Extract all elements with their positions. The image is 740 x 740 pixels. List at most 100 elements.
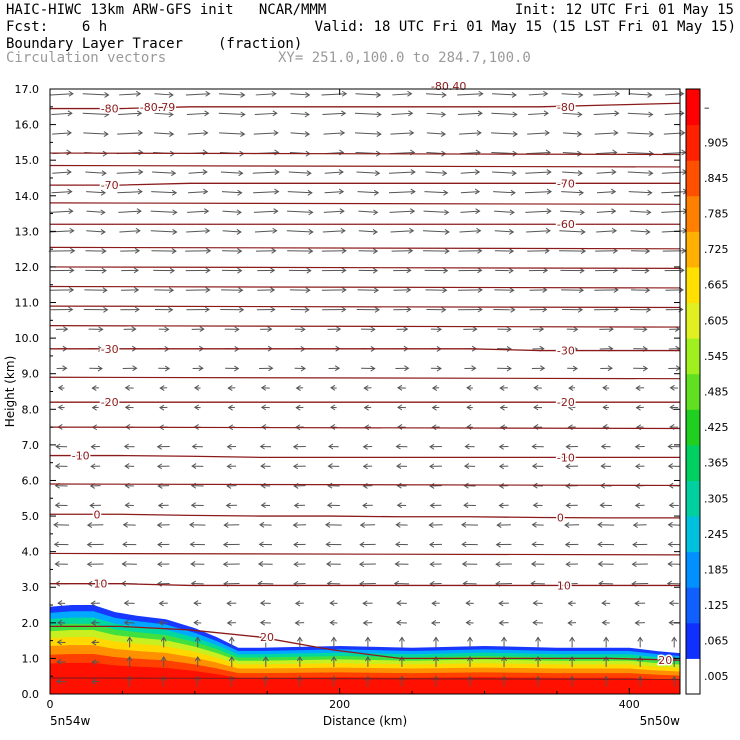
vector-arrow-297 (466, 384, 473, 391)
vector-arrow-588 (665, 90, 685, 97)
vector-arrow-50 (467, 636, 473, 648)
vector-arrow-117 (157, 561, 170, 568)
vector-arrow-212 (156, 463, 170, 470)
vector-arrow-387 (289, 287, 311, 294)
vector-arrow-565 (528, 110, 549, 117)
vector-arrow-43 (228, 636, 235, 648)
vector-arrow-389 (357, 287, 380, 294)
vector-arrow-286 (91, 385, 99, 392)
vector-arrow-292 (295, 385, 304, 392)
vector-arrow-496 (116, 169, 144, 175)
vector-arrow-560 (354, 111, 382, 118)
colorbar-swatch-8 (686, 373, 700, 410)
vector-arrow-431 (494, 248, 515, 254)
vector-arrow-300 (568, 385, 576, 392)
x-tick-label: 200 (329, 698, 350, 711)
vector-arrow-490 (561, 189, 584, 196)
vector-arrow-369 (322, 306, 347, 313)
vector-arrow-409 (393, 267, 412, 274)
vector-arrow-577 (290, 92, 311, 98)
contour-line-2 (49, 483, 681, 487)
contour-line-9 (49, 246, 681, 250)
vector-title: Circulation vectors (6, 50, 167, 66)
vector-arrow-260 (499, 424, 508, 431)
vector-arrow-45 (296, 636, 303, 648)
vector-arrow-512 (661, 169, 688, 175)
vector-arrow-401 (121, 267, 140, 274)
vector-arrow-76 (57, 600, 66, 607)
vector-arrow-499 (220, 170, 244, 177)
vector-arrow-88 (465, 600, 474, 607)
colorbar-label-3: .185 (704, 563, 729, 576)
isotherm-line (50, 102, 681, 110)
vector-arrow-497 (152, 170, 177, 177)
vector-arrow-267 (91, 404, 99, 411)
vector-arrow-244 (600, 443, 611, 450)
vector-arrow-134 (86, 541, 104, 548)
vector-arrow-371 (393, 306, 412, 313)
vector-arrow-23 (194, 656, 201, 667)
vector-arrow-500 (252, 169, 280, 175)
vector-arrow-454 (630, 229, 651, 235)
contour-line-5 (49, 325, 681, 328)
vector-arrow-374 (493, 306, 516, 313)
vector-arrow-233 (226, 443, 236, 450)
colorbar-label-15: .905 (704, 136, 729, 149)
vector-arrow-397 (630, 287, 651, 294)
header-line2-right: Valid: 18 UTC Fri 01 May 15 (15 LST Fri … (314, 19, 736, 35)
vector-arrow-281 (567, 404, 576, 411)
vector-arrow-139 (258, 541, 273, 548)
vector-arrow-200 (396, 482, 407, 489)
vector-arrow-123 (358, 561, 376, 568)
vector-arrow-149 (597, 541, 615, 548)
vector-arrow-209 (54, 463, 68, 470)
vector-arrow-291 (260, 384, 270, 391)
vector-arrow-155 (156, 522, 170, 529)
vector-arrow-164 (461, 521, 479, 528)
vector-arrow-470 (525, 208, 552, 215)
vector-arrow-51 (501, 636, 507, 648)
vector-arrow-221 (463, 463, 476, 470)
vector-arrow-185 (532, 502, 543, 509)
vector-arrow-367 (256, 306, 276, 313)
colorbar-swatch-12 (686, 231, 700, 268)
vector-arrow-346 (191, 326, 205, 332)
vector-arrow-48 (399, 636, 405, 648)
vector-arrow-462 (253, 208, 279, 215)
vector-arrow-457 (86, 209, 106, 216)
vector-arrow-320 (600, 365, 613, 372)
vector-arrow-280 (533, 404, 543, 411)
colorbar-label-12: .725 (704, 243, 729, 256)
vector-arrow-453 (596, 227, 618, 234)
vector-arrow-309 (225, 365, 240, 372)
vector-arrow-239 (429, 443, 442, 450)
vector-arrow-403 (185, 267, 211, 274)
vector-arrow-442 (222, 229, 242, 235)
vector-arrow-492 (628, 189, 653, 196)
vector-arrow-182 (429, 502, 442, 509)
vector-arrow-72 (567, 620, 576, 626)
vector-arrow-394 (529, 287, 548, 293)
vector-arrow-353 (430, 326, 443, 333)
vector-arrow-426 (321, 247, 347, 254)
vector-arrow-83 (294, 600, 304, 607)
vector-arrow-232 (191, 443, 203, 450)
vector-arrow-348 (260, 326, 273, 332)
vector-arrow-227 (667, 463, 680, 470)
colorbar-label-1: .065 (704, 635, 729, 648)
vector-arrow-285 (57, 384, 65, 391)
vector-arrow-62 (226, 620, 236, 626)
contour-line-6 (49, 305, 681, 309)
vector-arrow-461 (222, 209, 242, 216)
vector-arrow-587 (628, 92, 653, 98)
vector-arrow-294 (363, 385, 372, 392)
vector-arrow-313 (361, 365, 376, 372)
vector-arrow-322 (668, 365, 682, 372)
vector-arrow-544 (459, 129, 482, 136)
vector-arrow-555 (186, 110, 210, 117)
vector-arrow-489 (525, 188, 553, 195)
vector-arrow-218 (362, 463, 373, 470)
vector-arrow-349 (294, 326, 306, 333)
vector-arrow-517 (188, 149, 208, 156)
vector-arrow-336 (497, 346, 512, 352)
